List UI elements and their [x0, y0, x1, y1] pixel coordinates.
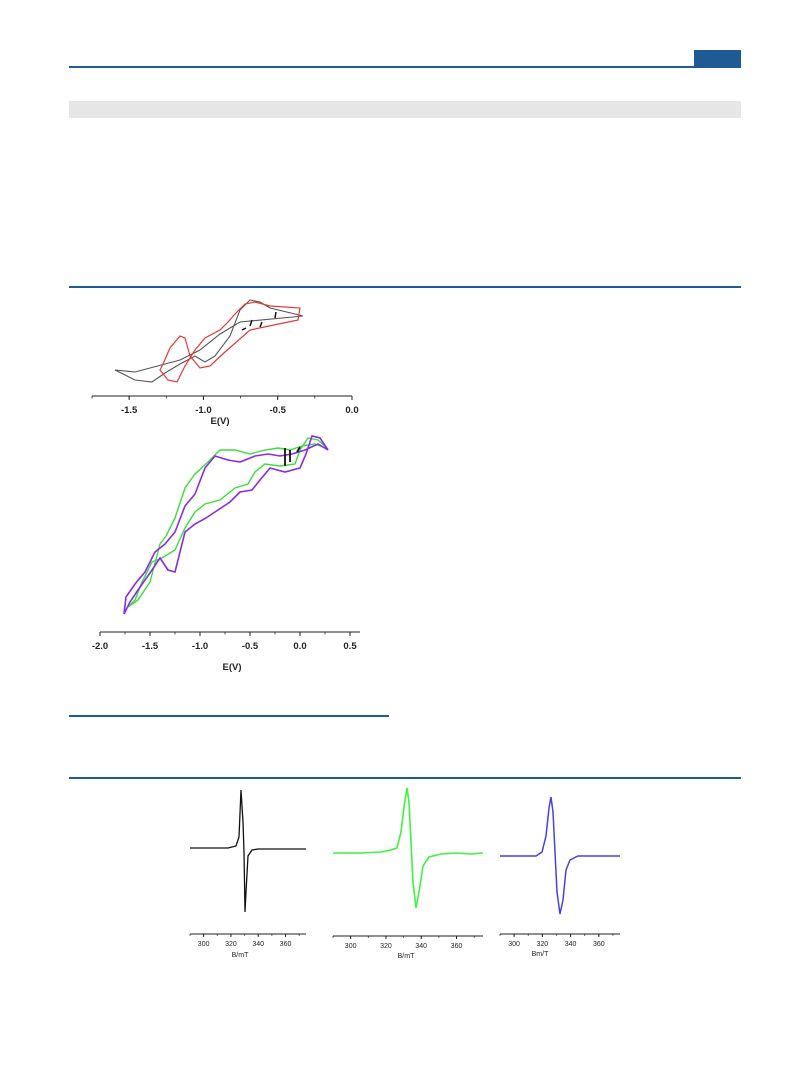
epr-blue-xlabel: Bm/T [532, 951, 549, 958]
x-tick-label: 320 [225, 941, 237, 948]
x-tick-label: -2.0 [92, 641, 108, 652]
cv-top-red-curve [159, 301, 301, 383]
x-tick-label: 0.0 [345, 405, 358, 416]
x-tick-label: 0.0 [293, 641, 306, 652]
epr-green-axis: 300 320 340 360 [332, 935, 483, 950]
epr-green-xlabel: B/mT [398, 953, 415, 960]
figure-caption-rule [69, 715, 389, 717]
epr-black-chart: 300 320 340 360 B/mT [189, 789, 306, 959]
x-tick-label: 360 [593, 941, 605, 948]
epr-green-chart: 300 320 340 360 B/mT [332, 787, 484, 960]
header-rule [69, 66, 741, 68]
cv-top-xlabel: E(V) [211, 416, 230, 427]
epr-blue-curve [500, 796, 620, 915]
x-tick-label: 300 [345, 943, 357, 950]
epr-black-axis: 300 320 340 360 [189, 933, 306, 948]
x-tick-label: 0.5 [343, 641, 357, 652]
x-tick-label: 340 [565, 941, 577, 948]
x-tick-label: 320 [380, 943, 392, 950]
x-tick-label: -1.0 [195, 405, 211, 416]
cv-top-curves [114, 299, 304, 383]
cv-bottom-curves [123, 435, 329, 615]
x-tick-label: -0.5 [242, 641, 259, 652]
epr-black-curve [190, 789, 306, 913]
header-block [694, 50, 741, 66]
x-tick-label: 360 [451, 943, 463, 950]
epr-blue-axis: 300 320 340 360 [499, 933, 620, 948]
x-tick-label: -1.0 [192, 641, 208, 652]
epr-figure-rule [69, 777, 741, 779]
cv-bottom-xlabel: E(V) [223, 662, 242, 673]
epr-black-xlabel: B/mT [232, 952, 249, 959]
x-tick-label: -1.5 [121, 405, 138, 416]
cv-top-arrows [241, 311, 277, 331]
cv-bottom-purple-curve [123, 435, 329, 615]
cv-top-black-curve [114, 299, 304, 383]
cv-bottom-arrows [284, 446, 301, 466]
section-heading-bar [69, 101, 741, 118]
x-tick-label: 300 [198, 941, 210, 948]
x-tick-label: 360 [280, 941, 292, 948]
x-tick-label: -1.5 [142, 641, 159, 652]
x-tick-label: 320 [537, 941, 549, 948]
x-tick-label: 340 [415, 943, 427, 950]
x-tick-label: -0.5 [270, 405, 287, 416]
epr-green-curve [333, 787, 484, 909]
cv-top-axis: -1.5 -1.0 -0.5 0.0 [91, 395, 359, 416]
cv-top-chart: -1.5 -1.0 -0.5 0.0 E(V) [91, 299, 359, 427]
cv-bottom-green-curve [127, 437, 329, 608]
figure-top-rule [69, 286, 741, 288]
x-tick-label: 300 [508, 941, 520, 948]
cv-bottom-chart: -2.0 -1.5 -1.0 -0.5 0.0 0.5 E(V) [92, 435, 360, 673]
epr-blue-chart: 300 320 340 360 Bm/T [499, 796, 620, 958]
cv-bottom-axis: -2.0 -1.5 -1.0 -0.5 0.0 0.5 [92, 631, 360, 652]
x-tick-label: 340 [252, 941, 264, 948]
